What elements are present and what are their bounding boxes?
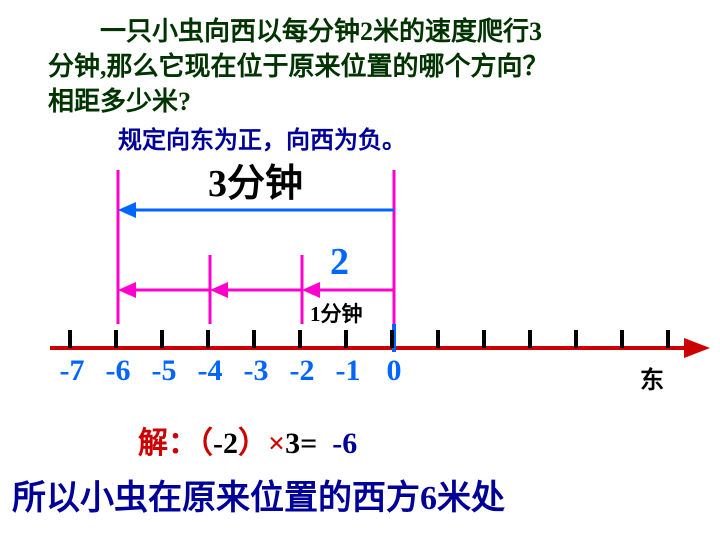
axis-ticks — [70, 330, 668, 348]
numlabel-0: 0 — [374, 354, 414, 388]
numlabel--7: -7 — [52, 354, 92, 388]
conclusion: 所以小虫在原来位置的西方6米处 — [12, 470, 505, 519]
east-label: 东 — [640, 360, 664, 395]
solution: 解：（-2）×3= -6 — [138, 418, 357, 462]
arrow3-head — [118, 202, 136, 218]
sol-neg2: -2 — [213, 427, 238, 460]
sol-result: -6 — [332, 427, 357, 460]
numlabel--1: -1 — [328, 354, 368, 388]
diagram-svg — [0, 0, 720, 410]
numlabel--4: -4 — [190, 354, 230, 388]
seg3-head — [118, 282, 136, 298]
sol-mid: ）× — [238, 427, 285, 460]
axis-arrow — [684, 338, 710, 358]
east-txt: 东 — [640, 368, 664, 394]
seg2-head — [210, 282, 228, 298]
numlabel--5: -5 — [144, 354, 184, 388]
concl-txt: 所以小虫在原来位置的西方6米处 — [12, 480, 505, 517]
sol-three: 3= — [285, 427, 317, 460]
seg1-head — [302, 282, 320, 298]
numlabel--2: -2 — [282, 354, 322, 388]
sol-prefix: 解：（ — [138, 427, 213, 460]
numlabel--3: -3 — [236, 354, 276, 388]
numlabel--6: -6 — [98, 354, 138, 388]
